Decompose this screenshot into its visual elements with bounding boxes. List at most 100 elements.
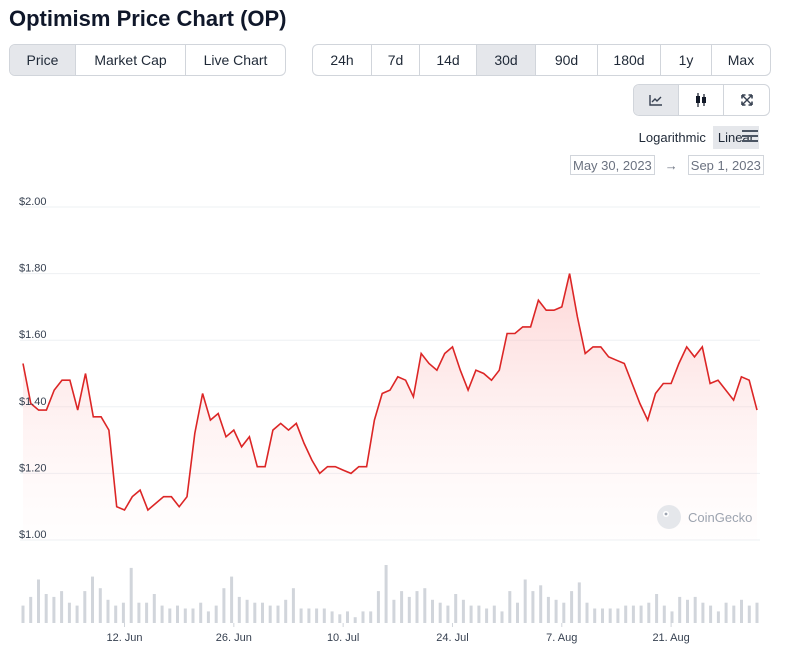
page-title: Optimism Price Chart (OP) — [9, 6, 287, 31]
volume-bar — [168, 608, 172, 623]
y-tick-label: $1.60 — [19, 329, 47, 341]
chart-tool-group — [633, 84, 770, 116]
volume-bar — [585, 602, 589, 623]
volume-bar — [230, 576, 234, 623]
volume-bar — [91, 576, 94, 623]
volume-bar — [724, 602, 728, 623]
volume-bar — [531, 591, 535, 623]
volume-bar — [106, 599, 110, 623]
volume-bar — [740, 599, 743, 623]
volume-bar — [755, 602, 759, 623]
volume-bar — [98, 588, 102, 623]
hamburger-menu-icon[interactable] — [742, 130, 758, 142]
range-7d-button[interactable]: 7d — [372, 45, 420, 75]
volume-bar — [338, 614, 342, 623]
volume-bar — [539, 585, 543, 623]
volume-bar — [492, 605, 496, 623]
range-30d-button[interactable]: 30d — [477, 45, 536, 75]
x-tick-label: 24. Jul — [436, 632, 468, 644]
volume-bar — [299, 608, 303, 623]
volume-bar — [176, 605, 179, 623]
y-tick-label: $2.00 — [19, 196, 47, 208]
volume-bar — [37, 579, 40, 623]
x-tick-label: 21. Aug — [652, 632, 689, 644]
arrow-right-icon: → — [664, 157, 678, 173]
volume-bar — [29, 596, 33, 623]
candlestick-icon — [696, 93, 706, 107]
volume-bar — [75, 605, 79, 623]
y-tick-label: $1.80 — [19, 263, 47, 275]
volume-bar — [268, 605, 272, 623]
volume-bar — [662, 605, 666, 623]
volume-bar — [508, 591, 512, 623]
volume-bar — [477, 605, 481, 623]
y-tick-label: $1.40 — [19, 396, 47, 408]
x-tick-label: 10. Jul — [327, 632, 359, 644]
volume-bar — [639, 605, 643, 623]
volume-bar — [624, 605, 628, 623]
volume-bar — [500, 611, 504, 623]
volume-bar — [400, 591, 404, 623]
volume-bar — [384, 565, 388, 623]
volume-bar — [191, 608, 195, 623]
y-tick-label: $1.20 — [19, 462, 47, 474]
volume-bar — [516, 602, 519, 623]
volume-bar — [686, 599, 689, 623]
volume-bar — [129, 567, 133, 623]
candlestick-button[interactable] — [679, 85, 724, 115]
volume-bar — [137, 602, 141, 623]
volume-bar — [701, 602, 705, 623]
volume-bar — [593, 608, 597, 623]
range-1y-button[interactable]: 1y — [661, 45, 712, 75]
coingecko-logo-icon — [657, 505, 681, 529]
date-from-input[interactable]: May 30, 2023 — [570, 155, 655, 175]
volume-bar — [631, 605, 635, 623]
volume-bar — [83, 591, 87, 623]
range-14d-button[interactable]: 14d — [420, 45, 477, 75]
volume-bar — [369, 611, 373, 623]
volume-bar — [608, 608, 612, 623]
volume-bar — [346, 611, 349, 623]
volume-bar — [415, 591, 419, 623]
range-24h-button[interactable]: 24h — [313, 45, 372, 75]
volume-bar — [709, 605, 713, 623]
range-90d-button[interactable]: 90d — [536, 45, 598, 75]
date-to-input[interactable]: Sep 1, 2023 — [687, 155, 764, 175]
volume-bar — [747, 605, 751, 623]
tab-price[interactable]: Price — [10, 45, 76, 75]
range-180d-button[interactable]: 180d — [598, 45, 661, 75]
line-chart-button[interactable] — [634, 85, 679, 115]
volume-bar — [655, 594, 659, 623]
volume-bar — [245, 599, 249, 623]
volume-bar — [570, 591, 574, 623]
volume-bar — [716, 611, 720, 623]
volume-bar — [601, 608, 604, 623]
volume-bar — [678, 596, 682, 623]
volume-bar — [562, 602, 566, 623]
tab-live-chart[interactable]: Live Chart — [203, 52, 268, 68]
volume-bar — [21, 605, 25, 623]
volume-bar — [461, 599, 465, 623]
x-tick-label: 7. Aug — [546, 632, 577, 644]
volume-bar — [322, 608, 326, 623]
volume-bar — [121, 602, 125, 623]
volume-bar — [276, 605, 280, 623]
volume-bar — [361, 611, 365, 623]
range-max-button[interactable]: Max — [727, 52, 755, 68]
volume-bar — [307, 608, 311, 623]
tab-market-cap[interactable]: Market Cap — [76, 45, 186, 75]
fullscreen-button[interactable] — [724, 85, 769, 115]
volume-bar — [693, 596, 697, 623]
view-tab-group: Price Market Cap Live Chart — [9, 44, 286, 76]
volume-bar — [253, 602, 257, 623]
volume-bar — [183, 608, 187, 623]
x-tick-label: 26. Jun — [216, 632, 252, 644]
volume-bar — [330, 611, 334, 623]
volume-bar — [423, 588, 427, 623]
volume-bar — [431, 599, 434, 623]
logarithmic-scale-button[interactable]: Logarithmic — [638, 130, 706, 145]
watermark-text: CoinGecko — [688, 510, 752, 525]
volume-bar — [732, 605, 736, 623]
volume-bar — [392, 599, 396, 623]
